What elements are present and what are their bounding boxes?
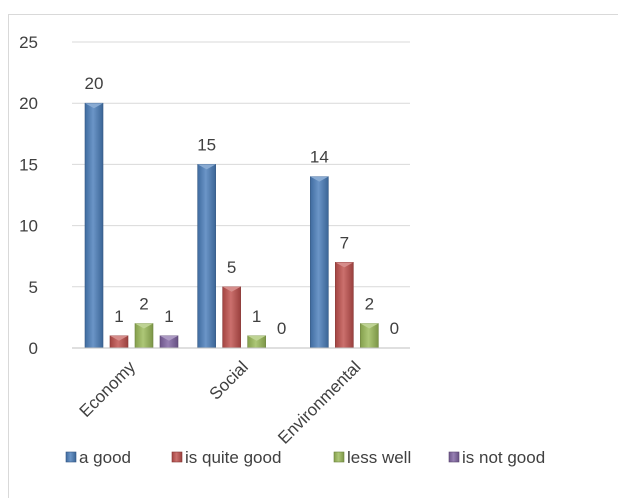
bar-cap bbox=[110, 335, 128, 341]
data-label: 14 bbox=[310, 148, 329, 167]
data-label: 7 bbox=[340, 233, 349, 252]
bar bbox=[197, 164, 216, 349]
legend-swatch bbox=[171, 451, 183, 463]
bar bbox=[84, 102, 104, 349]
legend-swatch bbox=[448, 451, 460, 463]
category-labels: Economy Social Environmental bbox=[76, 357, 365, 448]
y-tick-label: 15 bbox=[19, 155, 38, 174]
y-axis-tick-labels: 0 5 10 15 20 25 bbox=[19, 33, 38, 358]
legend-label: less well bbox=[347, 448, 411, 467]
data-label: 1 bbox=[252, 307, 261, 326]
bar-cap bbox=[160, 335, 178, 341]
data-label: 0 bbox=[277, 319, 286, 338]
data-label: 20 bbox=[85, 74, 104, 93]
data-label: 0 bbox=[390, 319, 399, 338]
y-tick-label: 10 bbox=[19, 217, 38, 236]
bar-cap bbox=[135, 323, 153, 329]
legend: a good is quite good less well is not good bbox=[65, 448, 545, 467]
bar-cap bbox=[360, 323, 379, 329]
gridlines bbox=[72, 41, 410, 288]
legend-label: is quite good bbox=[185, 448, 281, 467]
category-label: Economy bbox=[76, 357, 140, 421]
legend-label: is not good bbox=[462, 448, 545, 467]
data-label: 15 bbox=[197, 135, 216, 154]
bar-cap bbox=[247, 335, 266, 341]
category-label: Social bbox=[206, 357, 252, 403]
bar bbox=[335, 262, 354, 349]
legend-label: a good bbox=[79, 448, 131, 467]
y-tick-label: 25 bbox=[19, 33, 38, 52]
bars bbox=[84, 102, 379, 349]
data-label: 1 bbox=[164, 307, 173, 326]
bar bbox=[310, 176, 329, 349]
category-label: Environmental bbox=[274, 357, 364, 447]
bar-cap bbox=[310, 176, 329, 182]
y-tick-label: 0 bbox=[29, 339, 38, 358]
y-tick-label: 20 bbox=[19, 94, 38, 113]
legend-swatch bbox=[65, 451, 77, 463]
bar-cap bbox=[335, 262, 354, 268]
bar-cap bbox=[85, 103, 103, 109]
bar-cap bbox=[197, 164, 216, 170]
legend-swatch bbox=[333, 451, 345, 463]
bar bbox=[222, 286, 241, 349]
y-tick-label: 5 bbox=[29, 278, 38, 297]
bar-cap bbox=[222, 286, 241, 292]
data-label: 2 bbox=[365, 295, 374, 314]
data-label: 5 bbox=[227, 258, 236, 277]
data-label: 1 bbox=[114, 307, 123, 326]
data-label: 2 bbox=[139, 295, 148, 314]
